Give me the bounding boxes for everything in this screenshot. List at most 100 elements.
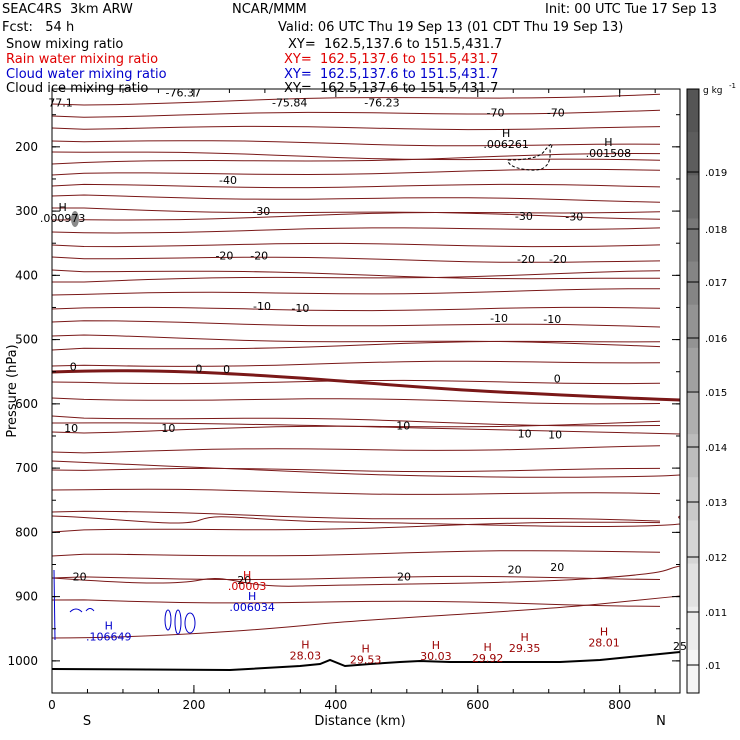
high-value-label: .001508	[586, 147, 632, 160]
y-tick-label: 800	[15, 525, 38, 539]
colorbar-swatch	[687, 520, 699, 565]
temperature-label: 10	[64, 422, 78, 435]
x-axis-title: Distance (km)	[314, 714, 405, 729]
temperature-label: 0	[195, 362, 202, 375]
cloud-water-contour	[85, 608, 95, 612]
surface-high-marker: H	[362, 642, 370, 655]
header-left-line-4: Cloud water mixing ratio	[6, 67, 167, 82]
contour-line	[52, 460, 680, 478]
header-center-title: NCAR/MMM	[232, 2, 307, 17]
contour-line	[52, 151, 661, 161]
contour-line	[52, 93, 661, 106]
colorbar-swatch	[687, 391, 699, 435]
colorbar-frame	[686, 88, 700, 694]
contour-line	[52, 599, 661, 607]
freezing-level-contour	[52, 369, 680, 402]
colorbar-swatch	[687, 434, 699, 478]
temperature-label: -10	[291, 302, 309, 315]
temperature-label: -75.84	[272, 96, 307, 109]
temperature-label: 10	[548, 429, 562, 442]
surface-high-value: 29.53	[350, 653, 382, 666]
x-tick-label: 200	[182, 698, 205, 712]
colorbar-tick-label: .01	[705, 661, 721, 672]
colorbar-tick-label: .018	[705, 225, 727, 236]
temperature-label: -20	[250, 249, 268, 262]
x-tick-label: 600	[466, 698, 489, 712]
temperature-label: 10	[518, 427, 532, 440]
surface-high-value: 28.01	[588, 637, 620, 650]
contour-line	[52, 152, 661, 165]
contour-line	[52, 168, 661, 176]
contour-line	[52, 565, 680, 587]
contour-line	[52, 550, 661, 557]
cloud-water-contour	[184, 612, 196, 634]
contour-line	[52, 467, 661, 473]
north-end-label: N	[656, 714, 666, 729]
colorbar-swatch	[687, 89, 699, 133]
surface-high-marker: H	[484, 641, 492, 654]
surface-high-value: 30.03	[420, 650, 452, 663]
contour-line	[52, 288, 660, 296]
surface-high-marker: H	[301, 639, 309, 652]
y-tick-label: 400	[15, 268, 38, 282]
high-value-label: .000973	[40, 212, 86, 225]
temperature-label: -10	[543, 313, 561, 326]
header-left-line-3: Rain water mixing ratio	[6, 52, 159, 67]
contour-line	[52, 207, 661, 220]
contour-line	[52, 194, 661, 203]
contour-line	[52, 488, 661, 495]
colorbar-swatch	[687, 304, 699, 349]
cloud-water-contour	[69, 608, 83, 613]
snow-dashed-contour	[507, 143, 553, 171]
temperature-label: -20	[215, 249, 233, 262]
contour-line	[52, 397, 661, 405]
contour-line	[52, 211, 661, 221]
temperature-label: 10	[161, 422, 175, 435]
colorbar-tick-label: .012	[705, 553, 727, 564]
contour-labels: 77.1 -76.37 -75.84 -76.23 -70 -70 -40 -30 -30 -30…	[40, 87, 687, 667]
temperature-label: -20	[549, 253, 567, 266]
cloud-water-contour	[164, 609, 172, 631]
y-tick-label: 600	[15, 397, 38, 411]
high-marker: H	[105, 619, 113, 632]
high-marker: H	[243, 569, 251, 582]
cloud-ice-shaded-spot	[71, 211, 79, 227]
high-value-label: .106649	[86, 630, 132, 643]
y-tick-label: 700	[15, 461, 38, 475]
colorbar: .019 .018 .017 .016 .015 .014 .013 .012 .011 .01 g…	[686, 82, 736, 694]
header-xy-line-1: XY= 162.5,137.6 to 151.5,431.7	[284, 52, 499, 67]
high-marker: H	[59, 201, 67, 214]
header-valid-time: Valid: 06 UTC Thu 19 Sep 13 (01 CDT Thu …	[278, 20, 624, 35]
colorbar-swatch	[687, 218, 699, 263]
colorbar-swatch	[687, 261, 699, 306]
temperature-label: -70	[487, 107, 505, 120]
contour-line	[52, 445, 661, 454]
temperature-label: -40	[219, 174, 237, 187]
contour-line	[52, 242, 661, 248]
header-left-line-0: SEAC4RS 3km ARW	[2, 2, 133, 17]
temperature-label: -10	[490, 312, 508, 325]
temperature-label: -10	[253, 300, 271, 313]
contour-line	[52, 125, 661, 131]
temperature-label: 20	[508, 563, 522, 576]
temperature-label: 20	[397, 571, 411, 584]
colorbar-tick-label: .016	[705, 334, 727, 345]
contour-line	[52, 595, 680, 639]
contour-line	[52, 256, 661, 263]
contour-line	[52, 422, 680, 435]
contour-lines	[52, 93, 680, 639]
colorbar-unit-exponent: -1	[729, 82, 736, 90]
colorbar-tick-label: .017	[705, 278, 727, 289]
temperature-label: -30	[515, 210, 533, 223]
temperature-label: 20	[73, 571, 87, 584]
contour-line	[52, 109, 661, 118]
contour-line	[52, 575, 661, 581]
colorbar-tick-label: .019	[705, 168, 727, 179]
temperature-label: -76.37	[166, 87, 201, 100]
contour-line	[52, 306, 661, 312]
y-tick-label: 1000	[7, 654, 38, 668]
surface-high-marker: H	[600, 626, 608, 639]
temperature-label: 0	[554, 373, 561, 386]
colorbar-swatch	[687, 649, 699, 694]
